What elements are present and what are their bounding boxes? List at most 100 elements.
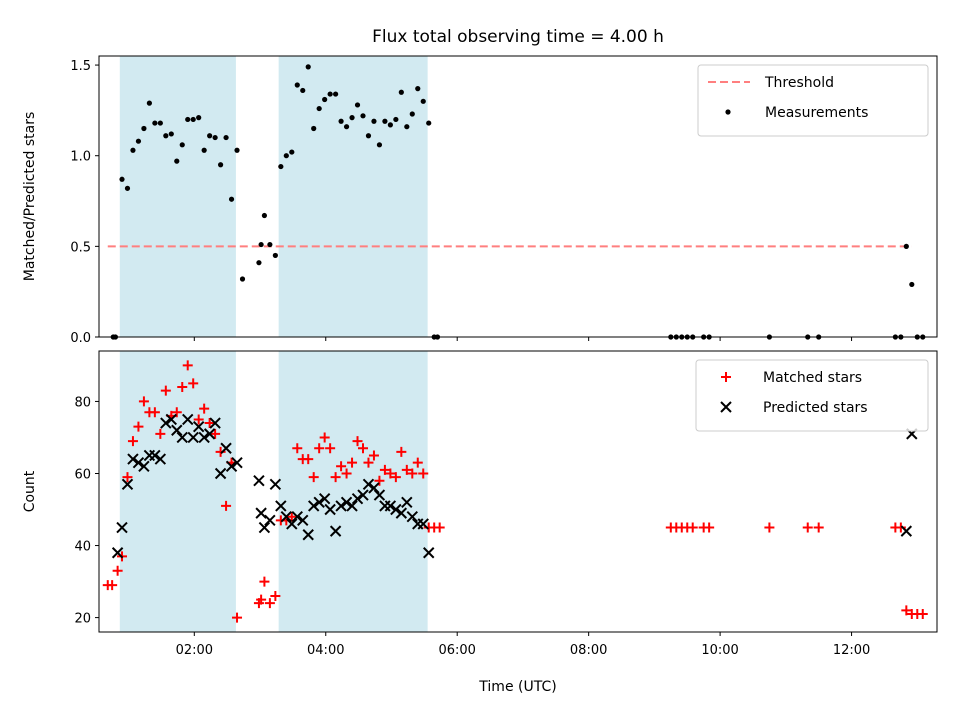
data-point xyxy=(209,417,221,429)
axes-frame xyxy=(98,55,938,338)
data-point xyxy=(220,442,232,454)
data-point xyxy=(335,500,347,512)
data-point xyxy=(185,116,191,123)
data-point xyxy=(357,489,369,501)
axes-frame xyxy=(98,350,938,633)
legend-box xyxy=(697,64,929,137)
data-point xyxy=(302,529,314,541)
data-point xyxy=(196,115,202,121)
data-point xyxy=(352,436,363,447)
data-point xyxy=(374,475,385,486)
data-point xyxy=(138,396,149,407)
data-point xyxy=(330,472,341,483)
legend-dot-marker xyxy=(725,109,731,115)
chart-title: Flux total observing time = 4.00 h xyxy=(372,27,664,47)
data-point xyxy=(278,163,284,170)
legend-x-marker xyxy=(720,401,732,413)
data-point xyxy=(275,500,287,512)
data-point xyxy=(192,420,205,433)
data-point xyxy=(409,111,415,117)
data-point xyxy=(121,478,134,491)
data-point xyxy=(107,580,118,591)
shaded-interval xyxy=(119,351,236,632)
data-point xyxy=(132,456,145,469)
data-point xyxy=(215,446,226,457)
data-point xyxy=(764,522,775,533)
data-point xyxy=(404,124,410,130)
data-point xyxy=(390,472,401,483)
data-point xyxy=(256,594,267,605)
y-axis-label: Matched/Predicted stars xyxy=(22,112,38,282)
data-point xyxy=(385,468,396,479)
data-point xyxy=(343,124,350,130)
legend-plus-marker xyxy=(721,372,731,382)
ratio-panel: 0.0 0.5 1.0 1.5 Matched/Predicted stars Thres… xyxy=(22,55,938,346)
y-tick-label: 20 xyxy=(74,612,91,627)
data-point xyxy=(187,431,199,444)
data-point xyxy=(311,125,317,132)
data-point xyxy=(171,407,182,418)
data-point xyxy=(207,133,213,139)
data-point xyxy=(232,612,243,623)
data-point xyxy=(368,450,379,461)
data-point xyxy=(223,134,229,141)
data-point xyxy=(149,449,161,462)
y-tick-label: 60 xyxy=(74,467,91,482)
data-point xyxy=(228,196,235,202)
data-point xyxy=(325,443,336,454)
data-point xyxy=(373,489,386,501)
legend-box xyxy=(695,359,929,432)
data-point xyxy=(146,100,152,106)
data-point xyxy=(341,468,352,479)
data-point xyxy=(318,492,331,505)
data-point xyxy=(256,260,262,266)
data-point xyxy=(138,460,150,472)
y-tick-label: 0.5 xyxy=(70,240,91,255)
data-point xyxy=(264,598,275,609)
data-point xyxy=(382,118,388,124)
data-point xyxy=(398,89,404,95)
data-point xyxy=(225,460,238,472)
data-point xyxy=(357,443,368,454)
y-tick-label: 1.0 xyxy=(70,150,91,165)
data-point xyxy=(179,142,185,148)
data-point xyxy=(141,125,147,132)
x-tick-label: 02:00 xyxy=(176,643,213,658)
y-tick-label: 1.5 xyxy=(70,59,91,74)
data-point xyxy=(135,138,142,144)
data-point xyxy=(234,147,240,153)
data-point xyxy=(324,503,336,516)
data-point xyxy=(112,565,123,576)
data-point xyxy=(303,454,314,465)
data-point xyxy=(349,115,355,121)
x-tick-label: 10:00 xyxy=(701,643,738,658)
data-point xyxy=(212,134,218,141)
data-point xyxy=(393,116,399,123)
data-point xyxy=(182,413,194,426)
data-point xyxy=(407,468,418,479)
data-point xyxy=(362,478,375,491)
data-point xyxy=(171,424,183,436)
data-point xyxy=(300,87,306,94)
data-point xyxy=(214,467,227,480)
shaded-interval xyxy=(278,56,428,337)
count-panel: 20 40 60 80 02:00 04:00 06:00 08:00 10:00 12:00 Co… xyxy=(22,350,938,695)
x-tick-label: 12:00 xyxy=(833,643,870,658)
x-tick-label: 08:00 xyxy=(570,643,607,658)
data-point xyxy=(130,147,136,153)
data-point xyxy=(365,133,372,139)
data-point xyxy=(289,149,295,155)
legend-label: Matched stars xyxy=(763,370,862,386)
y-tick-label: 0.0 xyxy=(70,331,91,346)
data-point xyxy=(379,464,390,475)
legend: Threshold Measurements xyxy=(697,64,929,137)
data-point xyxy=(354,102,361,108)
data-point xyxy=(270,590,281,601)
y-tick-label: 40 xyxy=(74,540,91,555)
data-point xyxy=(272,252,278,259)
y-axis-label: Count xyxy=(22,470,38,512)
data-point xyxy=(420,98,426,104)
data-point xyxy=(434,522,445,533)
data-point xyxy=(203,428,216,440)
